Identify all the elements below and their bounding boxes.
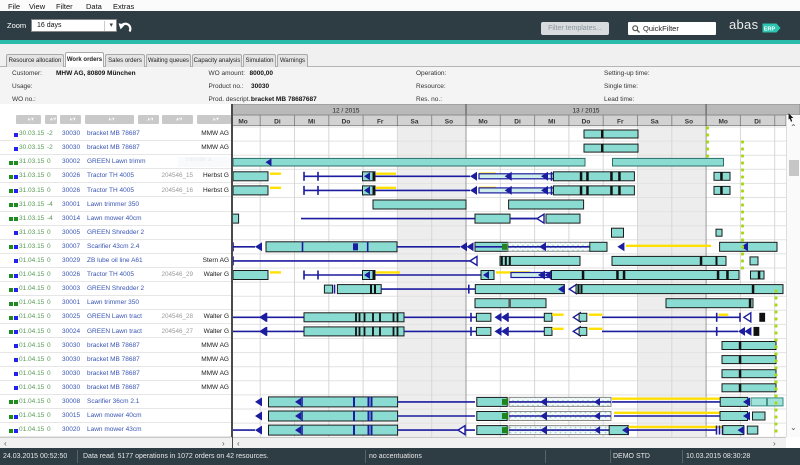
svg-text:Do: Do [342,119,351,126]
svg-text:Di: Di [274,119,281,126]
svg-text:Mi: Mi [308,119,315,126]
svg-text:So: So [445,119,453,126]
svg-text:Fr: Fr [617,119,624,126]
svg-text:So: So [685,119,693,126]
svg-text:Mo: Mo [238,119,247,126]
svg-text:Di: Di [754,119,761,126]
svg-text:Mo: Mo [478,119,487,126]
svg-text:Fr: Fr [377,119,384,126]
svg-text:Do: Do [582,119,591,126]
svg-text:Sa: Sa [651,119,659,126]
svg-text:ERP: ERP [764,26,776,32]
svg-text:12 / 2015: 12 / 2015 [332,108,359,115]
svg-text:Mi: Mi [548,119,555,126]
svg-text:13 / 2015: 13 / 2015 [572,108,599,115]
svg-text:Sa: Sa [411,119,419,126]
svg-text:Di: Di [514,119,521,126]
svg-text:Mo: Mo [719,119,728,126]
